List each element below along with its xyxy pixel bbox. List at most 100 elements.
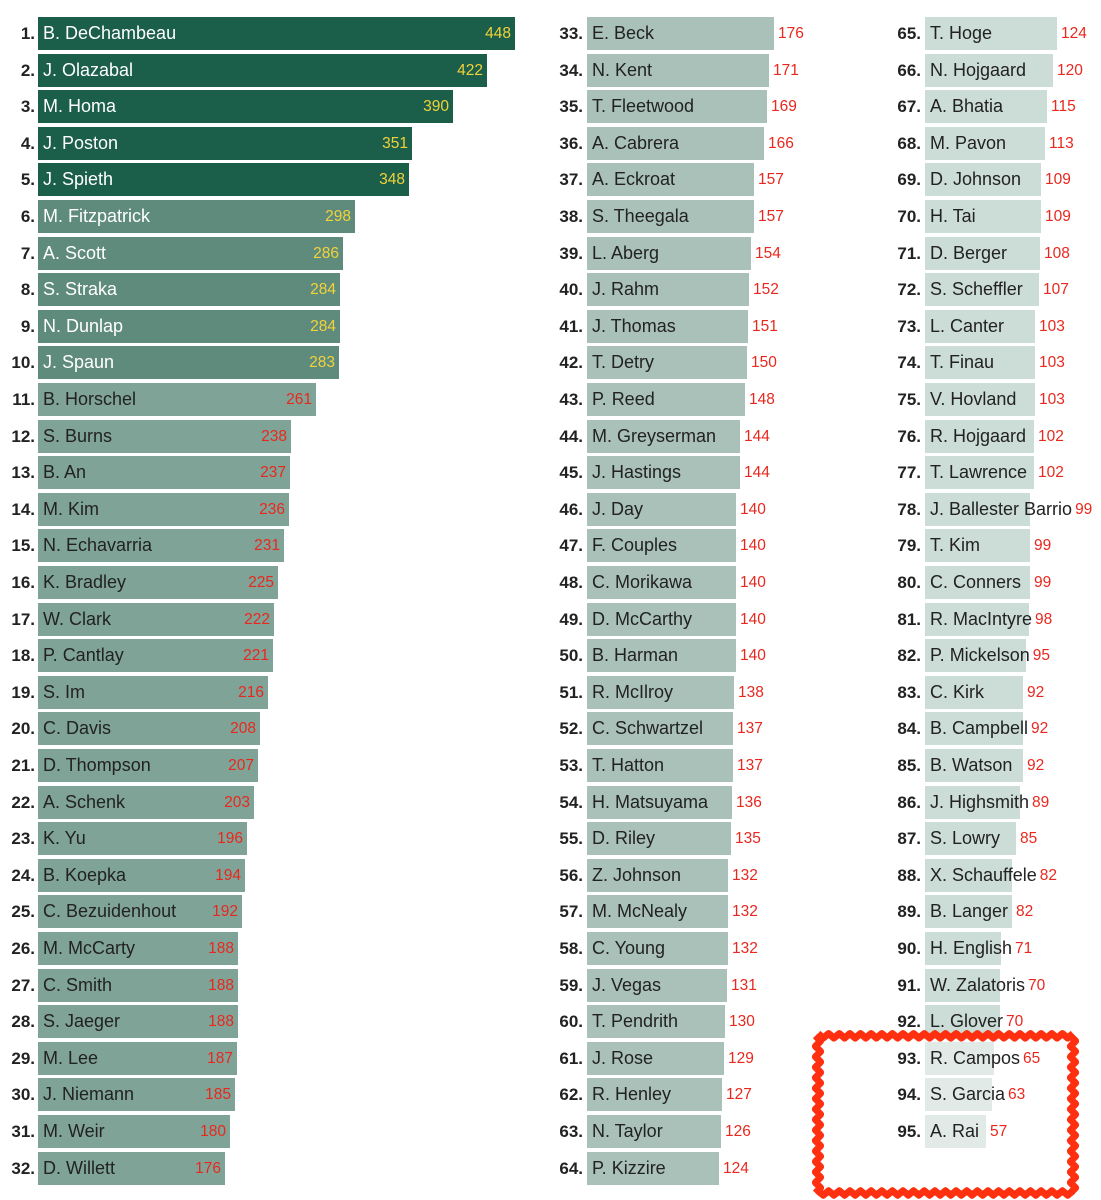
value-label: 351 [382,134,408,152]
value-label: 109 [1045,171,1071,189]
rank-label: 50. [559,646,583,666]
bar [38,858,245,892]
bar [38,675,268,709]
value-label: 196 [217,830,243,848]
player-name: M. McNealy [592,901,688,922]
bar [587,822,731,856]
bar [38,749,258,782]
value-label: 138 [738,683,764,701]
rank-label: 92. [897,1012,921,1032]
bar [38,785,254,819]
player-name: D. Willett [43,1157,115,1178]
rank-label: 88. [897,865,921,885]
rank-label: 57. [559,902,583,922]
player-name: R. Hojgaard [930,425,1027,446]
rank-label: 70. [897,207,921,226]
rank-label: 36. [559,133,583,153]
value-label: 70 [1006,1013,1024,1031]
player-name: C. Young [592,938,666,958]
player-name: A. Eckroat [592,169,676,190]
rank-label: 8. [20,280,35,300]
bar [925,90,1047,124]
rank-label: 74. [897,353,921,373]
bar [38,456,290,490]
rank-label: 52. [559,719,583,739]
bar [587,932,728,965]
player-name: C. Davis [43,718,112,739]
rank-label: 76. [897,426,921,446]
player-name: K. Yu [43,828,86,849]
value-label: 180 [200,1123,226,1140]
value-label: 176 [195,1159,221,1177]
player-name: J. Hastings [592,462,682,483]
rank-label: 34. [559,60,583,80]
player-name: M. Homa [43,96,117,117]
rank-label: 79. [897,536,921,556]
player-name: P. Cantlay [43,645,124,666]
value-label: 188 [208,1013,234,1031]
player-name: B. Campbell [930,718,1029,739]
player-name: N. Dunlap [43,315,124,336]
value-label: 132 [732,866,758,884]
player-name: N. Echavarria [43,535,153,556]
bar [925,858,1012,892]
player-name: R. McIlroy [592,681,673,702]
rank-label: 12. [11,426,35,446]
value-label: 108 [1044,244,1070,262]
rank-label: 3. [20,97,35,117]
value-label: 131 [731,976,757,994]
value-label: 140 [740,574,766,591]
rank-label: 90. [897,939,921,958]
bar [38,126,412,160]
player-name: B. Watson [930,755,1013,775]
bar [925,566,1030,599]
rank-label: 38. [559,207,583,226]
rank-label: 53. [559,756,583,775]
bar [587,126,764,160]
bar [925,785,1020,819]
bar [587,895,728,929]
value-label: 225 [248,574,274,591]
bar [587,1078,722,1112]
player-name: F. Couples [592,535,678,556]
rank-label: 41. [559,316,583,336]
value-label: 130 [729,1013,755,1031]
rank-label: 68. [897,133,921,153]
rank-label: 15. [11,536,35,556]
value-label: 132 [732,940,758,957]
bar [925,456,1034,490]
bar [38,236,343,270]
rank-label: 6. [20,207,35,226]
bar [925,749,1023,782]
bar [587,90,767,124]
value-label: 207 [228,757,254,774]
player-name: W. Clark [43,608,112,629]
rank-label: 84. [897,719,921,739]
rank-label: 40. [559,280,583,300]
bar [38,200,355,233]
bar [925,932,1001,965]
bar [38,1115,230,1148]
value-label: 157 [758,171,784,189]
player-name: S. Jaeger [43,1011,121,1032]
value-label: 144 [744,427,770,445]
player-name: R. MacIntyre [930,608,1033,629]
rank-label: 72. [897,280,921,300]
player-name: K. Bradley [43,572,127,592]
bar [587,346,747,380]
bar [925,492,1030,526]
bar [587,529,736,563]
rank-label: 18. [11,646,35,666]
player-name: H. Matsuyama [592,791,709,812]
rank-label: 82. [897,646,921,666]
rank-label: 89. [897,902,921,922]
player-name: J. Thomas [592,315,676,336]
player-name: B. Harman [592,645,679,666]
bar [38,309,340,343]
bar [587,968,727,1002]
player-name: J. Spieth [43,169,114,190]
rank-label: 66. [897,60,921,80]
player-name: M. Fitzpatrick [43,206,151,226]
rank-label: 27. [11,975,35,995]
